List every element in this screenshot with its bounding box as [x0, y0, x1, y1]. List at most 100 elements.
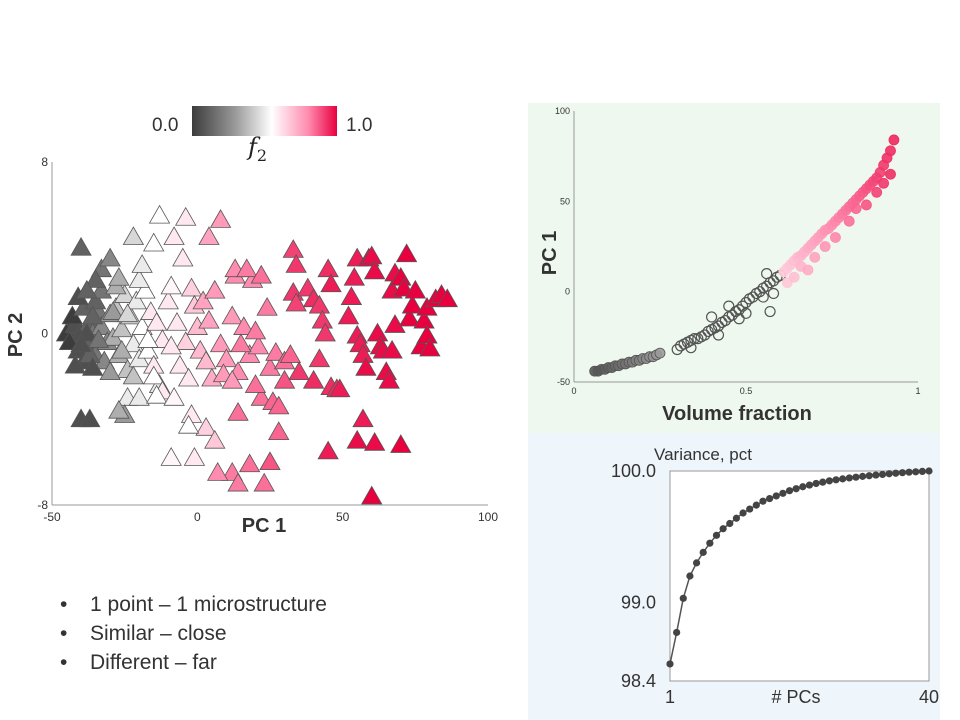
bullet-item: • Different – far: [60, 651, 217, 674]
data-point: [872, 471, 880, 479]
data-point: [761, 268, 773, 280]
data-point: [70, 236, 92, 256]
data-point: [198, 309, 220, 329]
y-axis-title: PC 1: [539, 231, 561, 275]
colorbar-title: f2: [248, 133, 268, 165]
data-point: [805, 481, 814, 489]
data-point: [122, 365, 145, 385]
data-point: [878, 470, 887, 479]
variance-points: [666, 467, 933, 668]
y-tick-label: -8: [37, 498, 48, 512]
data-point: [679, 594, 687, 602]
data-point: [825, 477, 833, 485]
data-point: [898, 469, 907, 477]
x-tick-label: 0: [571, 386, 576, 396]
data-point: [366, 322, 389, 342]
data-point: [204, 429, 226, 449]
data-point: [244, 374, 267, 393]
data-point: [87, 329, 110, 348]
data-point: [436, 288, 458, 308]
data-point: [238, 453, 261, 473]
x-tick-label: 0.5: [740, 386, 753, 396]
data-point: [116, 303, 139, 323]
data-point: [390, 434, 412, 453]
data-point: [99, 361, 121, 380]
data-point: [754, 286, 766, 298]
data-point: [767, 287, 780, 300]
data-point: [736, 300, 749, 312]
data-point: [268, 421, 290, 441]
data-point: [250, 264, 272, 284]
data-point: [236, 258, 258, 278]
data-point: [757, 291, 769, 303]
data-point: [317, 258, 339, 278]
x-tick-label: 1: [665, 687, 675, 707]
data-point: [912, 468, 920, 476]
data-point: [673, 628, 681, 637]
data-point: [809, 251, 821, 263]
y-tick-label: 0: [41, 327, 48, 341]
data-point: [70, 333, 92, 353]
data-point: [137, 329, 159, 348]
colorbar-min-label: 0.0: [152, 115, 179, 136]
data-point: [858, 472, 867, 480]
data-point: [361, 485, 383, 505]
data-point: [320, 273, 342, 293]
data-point: [180, 277, 203, 297]
data-point: [395, 243, 418, 263]
data-point: [221, 305, 243, 325]
colorbar: 0.0 1.0 f2: [140, 103, 400, 173]
data-point: [888, 134, 900, 146]
data-point: [839, 475, 847, 483]
data-point: [145, 311, 168, 331]
data-point: [712, 320, 725, 332]
data-point: [733, 304, 745, 316]
data-point: [84, 290, 107, 310]
data-point: [878, 177, 890, 189]
data-point: [99, 247, 121, 267]
data-point: [250, 387, 272, 406]
data-point: [766, 494, 774, 503]
data-point: [163, 226, 185, 245]
data-point: [288, 361, 310, 380]
x-tick-label: -50: [43, 510, 61, 524]
data-point: [355, 356, 377, 376]
data-point: [792, 485, 800, 493]
variance-chart: Variance, pct 98.4 99.0 100.0 1 40 # PCs: [528, 433, 940, 720]
x-tick-label: 0: [194, 510, 201, 524]
data-point: [706, 539, 714, 547]
data-point: [134, 279, 156, 299]
bullet-item: • 1 point – 1 microstructure: [60, 593, 327, 616]
data-point: [163, 387, 185, 406]
data-point: [82, 356, 104, 376]
data-point: [378, 369, 400, 389]
data-point: [111, 339, 133, 359]
data-point: [157, 290, 179, 310]
x-tick-label: 100: [478, 510, 498, 524]
data-point: [221, 369, 243, 389]
data-point: [233, 316, 255, 335]
data-point: [892, 469, 900, 477]
y-tick-label: 0: [565, 287, 570, 297]
data-point: [209, 209, 232, 228]
chart-background: [528, 103, 940, 433]
data-point: [84, 269, 107, 288]
data-point: [172, 247, 194, 267]
data-point: [363, 260, 386, 280]
data-point: [145, 384, 168, 404]
data-point: [739, 509, 747, 517]
data-point: [666, 660, 674, 668]
y-axis-title: PC 2: [5, 313, 27, 357]
data-point: [279, 344, 302, 363]
data-point: [259, 356, 281, 376]
data-point: [64, 354, 86, 374]
data-point: [192, 290, 214, 310]
data-point: [82, 305, 104, 325]
data-point: [799, 483, 807, 491]
data-point: [732, 514, 741, 522]
data-point: [337, 305, 360, 325]
data-point: [850, 203, 862, 214]
data-point: [719, 314, 731, 327]
x-axis-title: # PCs: [771, 687, 820, 707]
data-point: [128, 387, 150, 406]
